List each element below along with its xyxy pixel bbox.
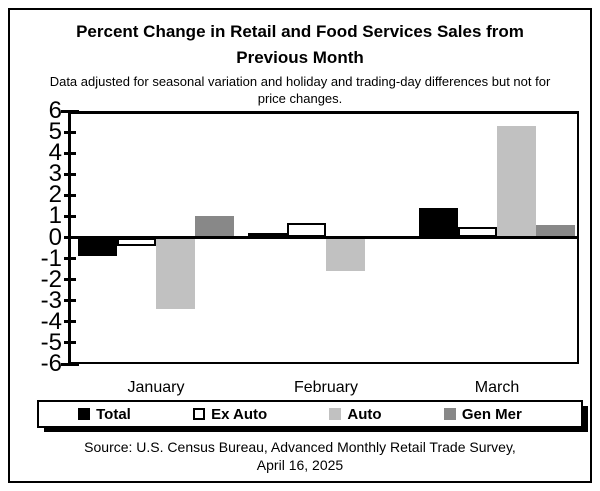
- chart-subtitle-line1: Data adjusted for seasonal variation and…: [49, 74, 551, 89]
- y-axis-tick: [63, 193, 76, 197]
- plot-frame-bottom: [68, 362, 579, 364]
- chart-frame: Percent Change in Retail and Food Servic…: [8, 8, 592, 483]
- y-axis-tick: [60, 109, 79, 113]
- bar-total-february: [248, 233, 287, 238]
- x-axis-label-january: January: [127, 379, 185, 396]
- y-axis-label: 6: [48, 97, 62, 124]
- legend-swatch-gen-mer: [443, 408, 456, 420]
- bar-gen-mer-march: [536, 224, 575, 238]
- bar-auto-january: [156, 237, 195, 310]
- legend-swatch-ex-auto: [193, 408, 206, 420]
- y-axis-tick: [63, 214, 76, 218]
- source-text-line1: Source: U.S. Census Bureau, Advanced Mon…: [84, 439, 516, 455]
- y-axis-label: -3: [40, 286, 62, 314]
- chart-subtitle-line2: price changes.: [257, 91, 343, 106]
- bar-total-january: [78, 237, 117, 257]
- y-axis-label: 1: [48, 202, 62, 230]
- y-axis-tick: [63, 278, 76, 282]
- y-axis-label: -5: [40, 328, 62, 356]
- y-axis-tick: [63, 151, 76, 155]
- legend: Total Ex Auto Auto Gen Mer: [37, 400, 583, 428]
- y-axis-label: -2: [40, 265, 62, 293]
- bar-auto-february: [326, 237, 365, 272]
- source-text-line2: April 16, 2025: [256, 457, 344, 473]
- plot-area: 6 5 4 3 2 1 0 -1 -2 -3 -4 -5 -6 January February March: [41, 97, 579, 396]
- chart-title-line2: Previous Month: [236, 48, 364, 67]
- legend-item-ex-auto: Ex Auto: [193, 407, 267, 422]
- plot-frame-top: [68, 111, 579, 114]
- y-axis-label: 5: [48, 118, 62, 146]
- legend-label: Auto: [347, 405, 382, 423]
- chart-title-line1: Percent Change in Retail and Food Servic…: [76, 22, 524, 41]
- y-axis-label: 0: [48, 223, 62, 251]
- y-axis-tick: [63, 257, 76, 261]
- legend-label: Gen Mer: [461, 405, 522, 423]
- x-axis-label-february: February: [293, 379, 359, 396]
- legend-item-gen-mer: Gen Mer: [443, 405, 522, 423]
- legend-item-total: Total: [78, 407, 131, 422]
- bar-auto-march: [497, 125, 536, 238]
- y-axis-tick: [63, 299, 76, 303]
- zero-line: [68, 236, 579, 239]
- bar-gen-mer-january: [195, 216, 234, 238]
- y-axis-tick: [63, 341, 76, 345]
- y-axis-label: 3: [48, 160, 62, 188]
- y-axis-label: 2: [48, 181, 62, 209]
- legend-label: Ex Auto: [211, 405, 268, 423]
- legend-label: Total: [96, 405, 131, 423]
- y-axis-tick: [60, 362, 79, 366]
- bar-total-march: [419, 207, 458, 238]
- x-axis-label-march: March: [474, 379, 520, 396]
- legend-swatch-auto: [329, 408, 342, 420]
- y-axis-tick: [63, 130, 76, 134]
- legend-swatch-total: [78, 408, 91, 420]
- y-axis-label: 4: [48, 139, 62, 167]
- y-axis-tick: [63, 320, 76, 324]
- y-axis-label: -6: [40, 350, 62, 377]
- y-axis-tick: [63, 236, 76, 239]
- legend-item-auto: Auto: [329, 405, 382, 423]
- y-axis-label: -4: [40, 307, 62, 335]
- y-axis-label: -1: [40, 244, 62, 272]
- y-axis-tick: [63, 172, 76, 176]
